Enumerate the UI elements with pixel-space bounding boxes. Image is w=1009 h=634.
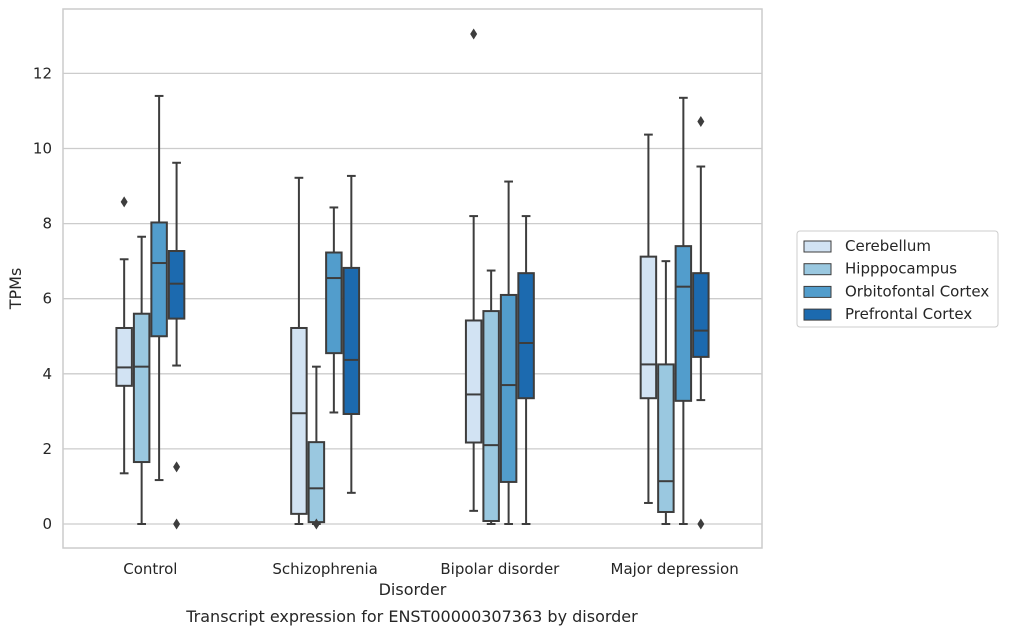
legend-label-hipppocampus: Hipppocampus bbox=[845, 260, 957, 278]
iqr-box bbox=[150, 221, 168, 338]
iqr-box bbox=[692, 272, 710, 358]
y-tick-label: 8 bbox=[42, 215, 52, 233]
legend-swatch-orbitofontal-cortex bbox=[803, 285, 832, 298]
legend-frame bbox=[796, 230, 999, 328]
y-tick-label: 4 bbox=[42, 365, 52, 383]
legend-label-cerebellum: Cerebellum bbox=[845, 237, 931, 255]
box-major-depression-hipppocampus bbox=[657, 260, 675, 525]
legend: Cerebellum Hipppocampus Orbitofontal Corte… bbox=[796, 230, 999, 328]
outlier-point bbox=[120, 196, 128, 208]
y-axis-ticks: 0 2 4 6 8 10 12 bbox=[33, 64, 52, 533]
outlier-point bbox=[697, 115, 705, 127]
box-bipolar-disorder-hipppocampus bbox=[482, 269, 500, 525]
iqr-box bbox=[307, 441, 326, 524]
x-tick-label: Schizophrenia bbox=[272, 560, 377, 578]
y-tick-label: 10 bbox=[33, 140, 52, 158]
iqr-box bbox=[674, 245, 693, 402]
outlier-point bbox=[470, 28, 478, 40]
box-bipolar-disorder-cerebellum bbox=[464, 28, 483, 512]
iqr-box bbox=[290, 326, 308, 515]
legend-label-orbitofontal-cortex: Orbitofontal Cortex bbox=[845, 282, 989, 300]
iqr-box bbox=[657, 363, 675, 513]
x-tick-label: Control bbox=[123, 560, 177, 578]
y-tick-label: 6 bbox=[42, 290, 52, 308]
x-tick-label: Major depression bbox=[611, 560, 739, 578]
box-major-depression-cerebellum bbox=[639, 133, 658, 504]
outlier-point bbox=[173, 518, 181, 530]
iqr-box bbox=[482, 310, 500, 522]
y-tick-label: 2 bbox=[42, 440, 52, 458]
box-marks bbox=[115, 28, 710, 530]
x-tick-label: Bipolar disorder bbox=[440, 560, 560, 578]
iqr-box bbox=[115, 326, 133, 387]
box-control-hipppocampus bbox=[132, 235, 151, 525]
box-schizophrenia-orbitofontal-cortex bbox=[325, 206, 343, 414]
iqr-box bbox=[325, 251, 343, 355]
iqr-box bbox=[517, 272, 535, 400]
box-bipolar-disorder-prefrontal-cortex bbox=[517, 215, 535, 525]
box-schizophrenia-hipppocampus bbox=[307, 365, 326, 530]
legend-swatch-prefrontal-cortex bbox=[803, 308, 832, 321]
iqr-box bbox=[639, 255, 658, 400]
iqr-box bbox=[132, 312, 151, 464]
iqr-box bbox=[167, 250, 186, 320]
outlier-point bbox=[173, 461, 181, 473]
box-bipolar-disorder-orbitofontal-cortex bbox=[499, 180, 518, 525]
box-schizophrenia-prefrontal-cortex bbox=[342, 174, 361, 494]
iqr-box bbox=[499, 293, 518, 483]
box-control-prefrontal-cortex bbox=[167, 161, 186, 530]
y-tick-label: 0 bbox=[42, 515, 52, 533]
iqr-box bbox=[464, 319, 483, 444]
x-axis-ticks: Control Schizophrenia Bipolar disorder Majo… bbox=[123, 560, 738, 578]
iqr-box bbox=[342, 266, 361, 415]
legend-swatch-cerebellum bbox=[803, 240, 832, 253]
y-axis-title: TPMs bbox=[6, 268, 25, 311]
chart-caption: Transcript expression for ENST0000030736… bbox=[185, 607, 638, 626]
outlier-point bbox=[697, 518, 705, 530]
legend-label-prefrontal-cortex: Prefrontal Cortex bbox=[845, 305, 972, 323]
box-major-depression-prefrontal-cortex bbox=[692, 115, 710, 530]
outlier-point bbox=[312, 518, 320, 530]
x-axis-title: Disorder bbox=[379, 580, 447, 599]
box-control-cerebellum bbox=[115, 196, 133, 475]
box-major-depression-orbitofontal-cortex bbox=[674, 96, 693, 525]
plot-frame bbox=[62, 8, 763, 549]
legend-swatch-hipppocampus bbox=[803, 263, 832, 276]
y-tick-label: 12 bbox=[33, 64, 52, 82]
box-schizophrenia-cerebellum bbox=[290, 176, 308, 525]
box-control-orbitofontal-cortex bbox=[150, 94, 168, 482]
